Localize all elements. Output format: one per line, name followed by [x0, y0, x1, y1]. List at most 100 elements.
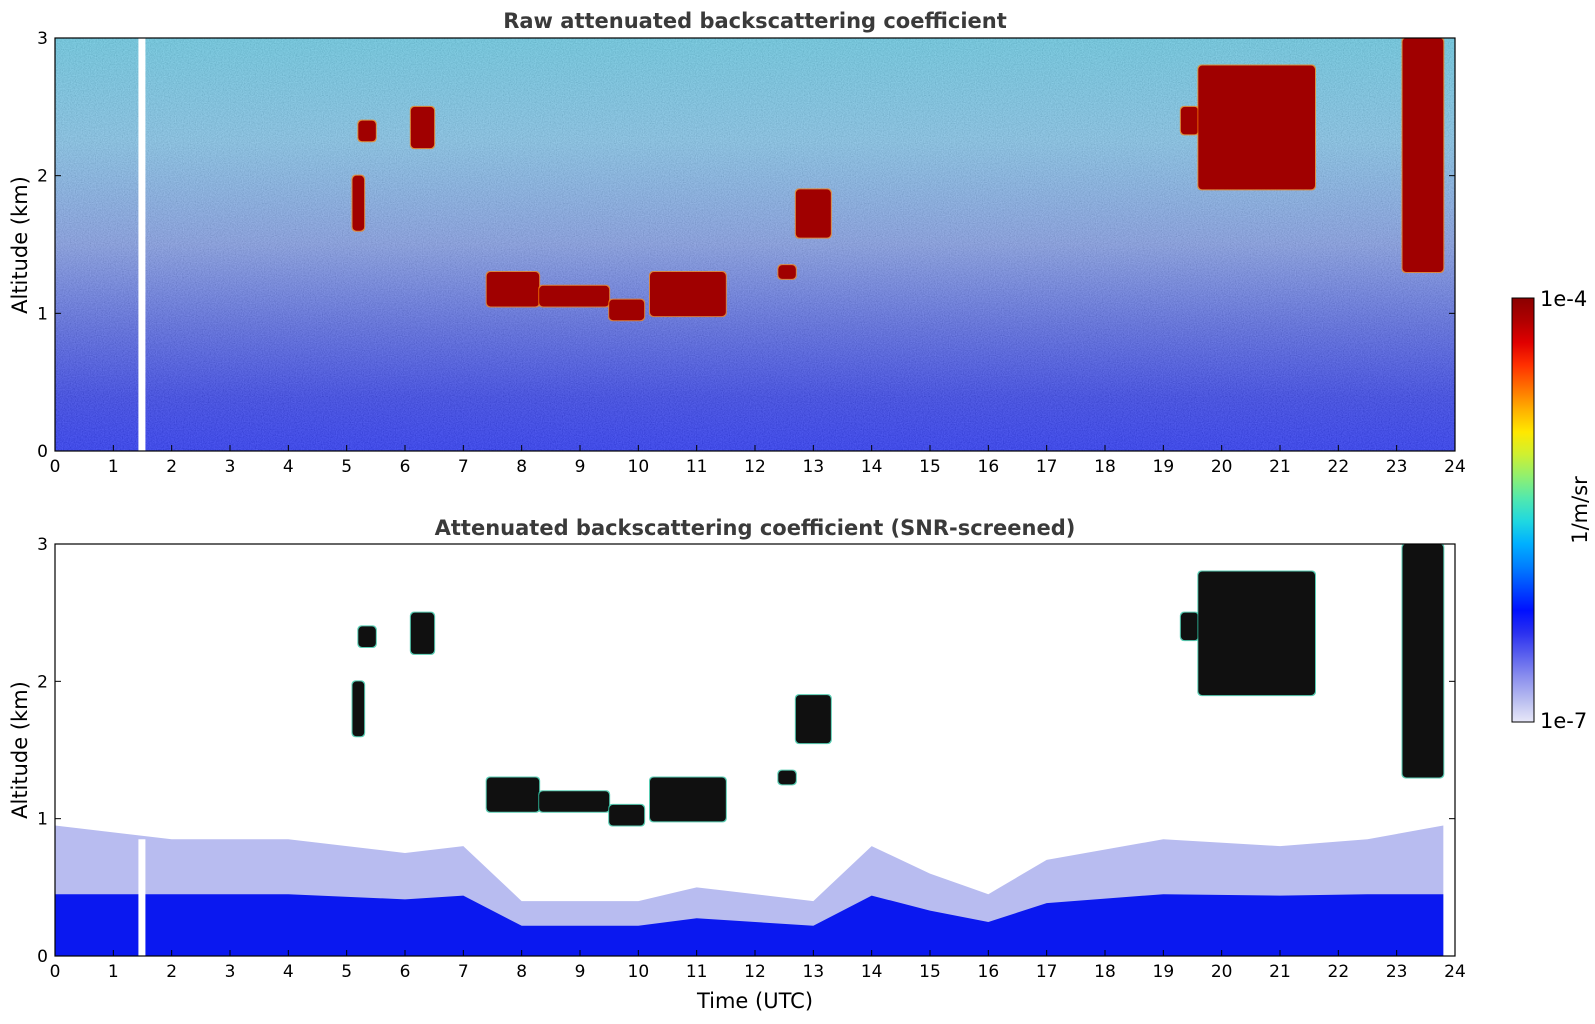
snr-x-tick-label: 5: [341, 962, 352, 982]
colorbar-min-label: 1e-7: [1540, 709, 1587, 733]
colorbar: 1e-4 1e-7 1/m/sr: [1511, 287, 1592, 733]
snr-cloud-feature: [1402, 544, 1444, 778]
raw-x-tick-label: 22: [1328, 457, 1350, 477]
snr-cloud-feature: [410, 612, 435, 654]
raw-x-tick-label: 7: [458, 457, 469, 477]
raw-x-tick-label: 19: [1153, 457, 1175, 477]
raw-cloud-layer: [351, 38, 1445, 322]
raw-panel: Raw attenuated backscattering coefficien…: [8, 9, 1466, 477]
raw-x-tick-label: 1: [108, 457, 119, 477]
raw-x-tick-label: 20: [1211, 457, 1233, 477]
snr-x-tick-label: 0: [50, 962, 61, 982]
snr-signal-layer: [55, 544, 1445, 956]
raw-x-tick-label: 21: [1269, 457, 1291, 477]
snr-x-tick-label: 4: [283, 962, 294, 982]
raw-x-tick-label: 6: [400, 457, 411, 477]
snr-x-tick-label: 9: [575, 962, 586, 982]
colorbar-max-label: 1e-4: [1540, 287, 1587, 311]
raw-y-tick-label: 0: [37, 442, 48, 462]
raw-y-tick-label: 2: [37, 167, 48, 187]
snr-panel: Attenuated backscattering coefficient (S…: [8, 516, 1466, 1013]
raw-x-tick-label: 4: [283, 457, 294, 477]
raw-data-gap: [138, 38, 146, 451]
snr-boundary-layer-core: [55, 894, 1444, 956]
raw-y-tick-label: 3: [37, 29, 48, 49]
snr-y-tick-label: 3: [37, 535, 48, 555]
snr-data-gap: [138, 839, 146, 956]
raw-x-tick-label: 18: [1094, 457, 1116, 477]
snr-cloud-feature: [1180, 612, 1199, 641]
raw-cloud-feature: [1198, 65, 1315, 190]
snr-x-tick-label: 11: [686, 962, 708, 982]
raw-x-tick-label: 24: [1444, 457, 1466, 477]
raw-x-tick-label: 3: [225, 457, 236, 477]
snr-x-tick-label: 12: [744, 962, 766, 982]
raw-cloud-feature: [1180, 106, 1199, 135]
raw-x-tick-label: 16: [978, 457, 1000, 477]
snr-x-tick-label: 2: [166, 962, 177, 982]
snr-panel-title: Attenuated backscattering coefficient (S…: [435, 516, 1076, 540]
raw-x-tick-label: 9: [575, 457, 586, 477]
colorbar-gradient: [1511, 297, 1535, 723]
snr-cloud-feature: [609, 804, 645, 826]
snr-x-tick-label: 14: [861, 962, 883, 982]
snr-x-tick-label: 20: [1211, 962, 1233, 982]
snr-cloud-feature: [1198, 571, 1315, 696]
snr-y-tick-label: 1: [37, 810, 48, 830]
snr-x-tick-label: 22: [1328, 962, 1350, 982]
raw-cloud-feature: [778, 265, 796, 279]
snr-cloud-feature: [778, 770, 796, 785]
snr-cloud-feature: [650, 777, 726, 822]
raw-x-tick-label: 23: [1386, 457, 1408, 477]
snr-x-tick-label: 10: [628, 962, 650, 982]
snr-x-tick-label: 3: [225, 962, 236, 982]
raw-x-tick-label: 13: [803, 457, 825, 477]
raw-x-tick-label: 15: [919, 457, 941, 477]
snr-x-tick-label: 19: [1153, 962, 1175, 982]
snr-x-tick-label: 23: [1386, 962, 1408, 982]
snr-x-tick-label: 13: [803, 962, 825, 982]
raw-cloud-feature: [795, 189, 831, 238]
raw-x-tick-label: 8: [516, 457, 527, 477]
raw-x-tick-label: 5: [341, 457, 352, 477]
snr-x-tick-label: 24: [1444, 962, 1466, 982]
raw-x-tick-label: 12: [744, 457, 766, 477]
raw-cloud-feature: [609, 299, 645, 321]
snr-x-tick-label: 16: [978, 962, 1000, 982]
snr-cloud-feature: [539, 791, 610, 812]
snr-cloud-feature: [352, 681, 365, 737]
snr-x-tick-label: 15: [919, 962, 941, 982]
raw-y-tick-label: 1: [37, 304, 48, 324]
snr-x-tick-label: 17: [1036, 962, 1058, 982]
snr-x-tick-label: 1: [108, 962, 119, 982]
raw-cloud-feature: [486, 272, 540, 307]
snr-x-tick-label: 7: [458, 962, 469, 982]
snr-x-tick-label: 8: [516, 962, 527, 982]
raw-x-tick-label: 11: [686, 457, 708, 477]
raw-cloud-feature: [650, 272, 726, 317]
raw-x-tick-label: 14: [861, 457, 883, 477]
snr-y-tick-label: 0: [37, 947, 48, 967]
snr-x-tick-label: 18: [1094, 962, 1116, 982]
snr-y-tick-label: 2: [37, 672, 48, 692]
raw-panel-title: Raw attenuated backscattering coefficien…: [503, 9, 1007, 33]
raw-cloud-feature: [539, 285, 610, 307]
snr-cloud-feature: [486, 777, 540, 812]
snr-cloud-feature: [358, 626, 376, 647]
snr-y-axis-label: Altitude (km): [8, 681, 32, 819]
raw-cloud-feature: [352, 175, 365, 231]
raw-x-tick-label: 10: [628, 457, 650, 477]
raw-x-tick-label: 0: [50, 457, 61, 477]
x-axis-label: Time (UTC): [696, 989, 813, 1013]
raw-y-axis-label: Altitude (km): [8, 176, 32, 314]
snr-x-tick-label: 6: [400, 962, 411, 982]
raw-cloud-feature: [1402, 38, 1444, 273]
raw-cloud-feature: [410, 106, 435, 149]
snr-cloud-feature: [795, 695, 831, 744]
raw-cloud-feature: [358, 120, 376, 142]
colorbar-unit-label: 1/m/sr: [1568, 476, 1592, 544]
raw-x-tick-label: 2: [166, 457, 177, 477]
raw-x-tick-label: 17: [1036, 457, 1058, 477]
snr-x-tick-label: 21: [1269, 962, 1291, 982]
